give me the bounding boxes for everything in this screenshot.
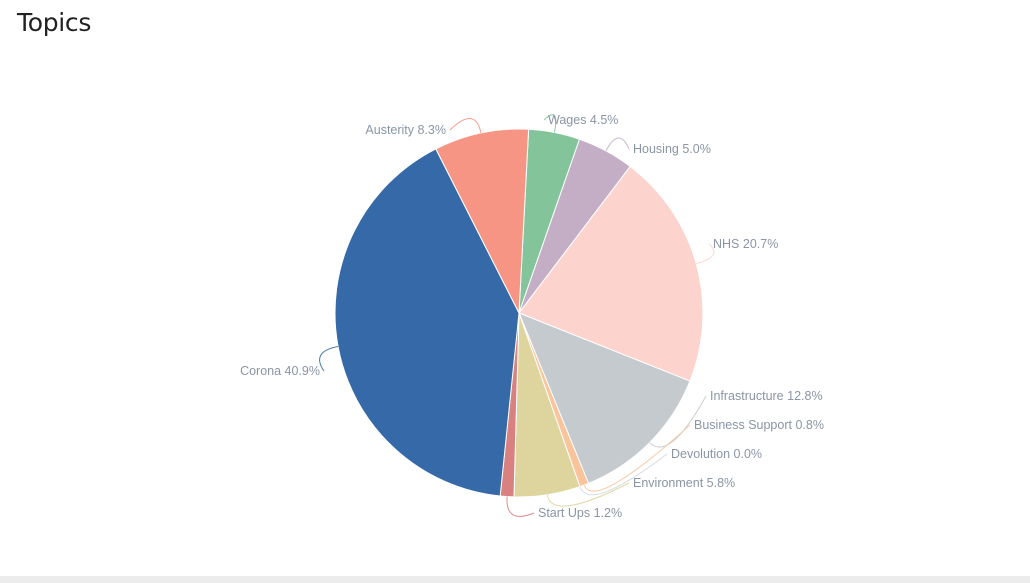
slice-labels: Wages 4.5% Housing 5.0% NHS 20.7% Infrastru…	[240, 113, 824, 520]
connector-business-support	[583, 424, 691, 492]
slice-label-wages: Wages 4.5%	[548, 113, 618, 127]
slice-label-infrastructure: Infrastructure 12.8%	[710, 389, 823, 403]
pie-slices	[334, 128, 704, 498]
slice-label-nhs: NHS 20.7%	[713, 237, 778, 251]
pie-slice-austerity[interactable]	[435, 128, 530, 315]
connector-nhs	[696, 243, 715, 265]
slice-label-corona: Corona 40.9%	[240, 364, 320, 378]
connector-wages	[543, 114, 557, 133]
slice-label-environment: Environment 5.8%	[633, 476, 735, 490]
connector-devolution	[579, 453, 668, 496]
slice-label-devolution: Devolution 0.0%	[671, 447, 762, 461]
connector-infrastructure	[649, 395, 707, 448]
slice-label-business-support: Business Support 0.8%	[694, 418, 824, 432]
bottom-bar	[0, 576, 1030, 583]
connector-environment	[546, 482, 630, 507]
connector-corona	[319, 346, 339, 372]
connector-housing	[605, 137, 630, 152]
slice-label-start-ups: Start Ups 1.2%	[538, 506, 622, 520]
page-title: Topics	[17, 8, 92, 37]
slice-label-austerity: Austerity 8.3%	[365, 123, 446, 137]
connector-start-ups	[506, 496, 535, 517]
label-connectors	[319, 114, 715, 517]
connector-austerity	[449, 118, 482, 134]
slice-label-housing: Housing 5.0%	[633, 142, 711, 156]
